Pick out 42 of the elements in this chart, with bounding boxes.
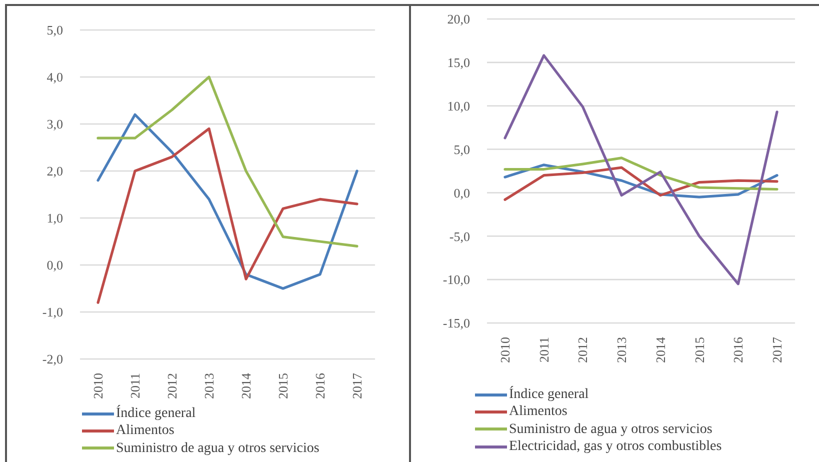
y-tick-label: -2,0 (42, 352, 63, 367)
x-tick-label: 2012 (164, 373, 180, 399)
y-tick-label: -10,0 (442, 272, 470, 288)
legend-label: Alimentos (509, 403, 568, 421)
x-tick-label: 2012 (575, 337, 590, 363)
legend-label: Electricidad, gas y otros combustibles (509, 438, 722, 456)
x-tick-label: 2013 (202, 373, 216, 399)
x-tick-label: 2016 (730, 336, 746, 363)
y-tick-label: 0,0 (454, 185, 470, 200)
y-tick-label: 3,0 (46, 116, 63, 132)
x-tick-label: 2016 (312, 372, 328, 399)
x-tick-label: 2017 (770, 336, 784, 363)
y-tick-label: 5,0 (46, 22, 63, 38)
x-tick-label: 2015 (692, 337, 707, 363)
y-tick-label: 20,0 (447, 12, 470, 27)
x-tick-label: 2015 (276, 373, 290, 399)
legend-label: Suministro de agua y otros servicios (509, 420, 712, 438)
y-tick-label: 10,0 (447, 98, 470, 114)
legend-label: Índice general (509, 386, 589, 404)
x-tick-label: 2014 (238, 372, 254, 399)
legend-label: Alimentos (116, 422, 174, 440)
x-tick-label: 2013 (614, 337, 630, 363)
x-tick-label: 2010 (90, 373, 106, 399)
x-tick-label: 2010 (498, 337, 512, 363)
y-tick-label: -1,0 (42, 304, 63, 320)
y-tick-label: -15,0 (442, 316, 470, 331)
x-tick-label: 2014 (652, 336, 668, 363)
y-tick-label: 0,0 (46, 258, 63, 273)
line-series (96, 76, 358, 248)
y-tick-label: 2,0 (46, 164, 63, 179)
line-series (504, 156, 778, 191)
y-tick-label: -5,0 (449, 228, 470, 244)
y-tick-label: 5,0 (454, 142, 470, 157)
y-tick-label: 4,0 (46, 70, 63, 85)
y-tick-label: 1,0 (46, 210, 63, 226)
legend-label: Índice general (116, 405, 196, 422)
x-tick-label: 2011 (128, 373, 142, 399)
x-tick-label: 2017 (350, 372, 364, 399)
y-tick-label: 15,0 (447, 55, 470, 70)
x-tick-label: 2011 (536, 337, 552, 363)
line-series (504, 54, 778, 286)
legend-label: Suministro de agua y otros servicios (116, 440, 320, 457)
